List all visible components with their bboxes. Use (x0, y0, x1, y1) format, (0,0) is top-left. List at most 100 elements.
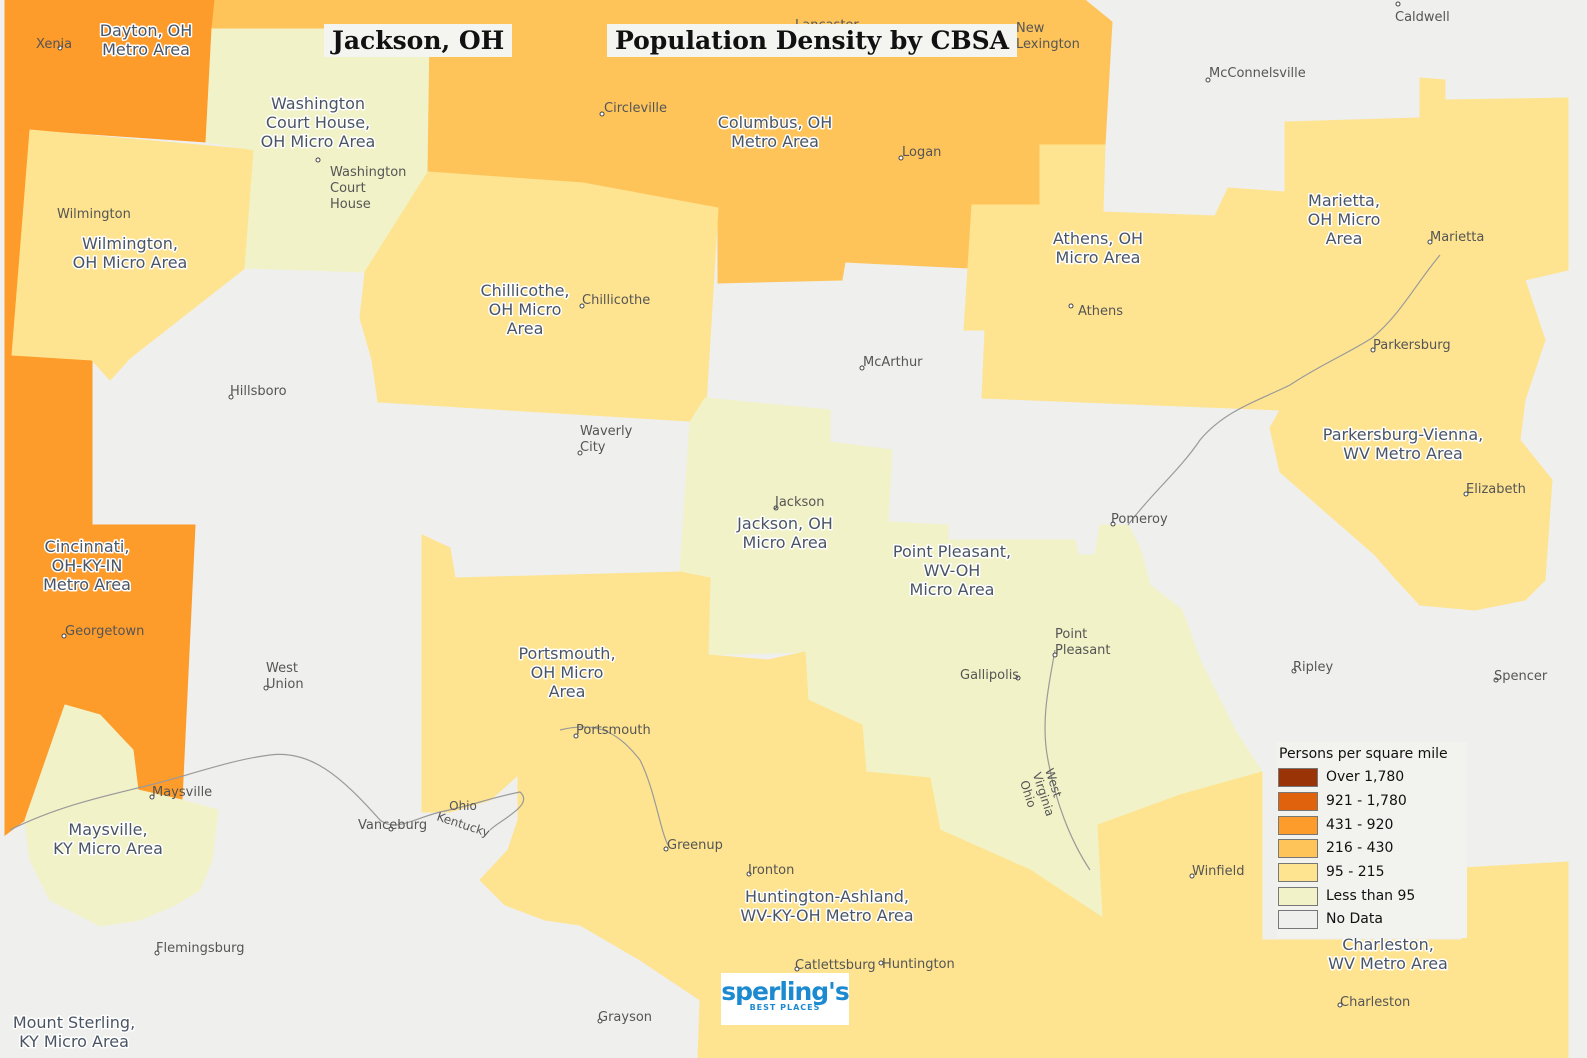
legend-swatch (1278, 886, 1318, 906)
region-label: Dayton, OH Metro Area (100, 21, 193, 59)
city-label: Athens (1078, 304, 1123, 319)
city-marker-icon (663, 846, 669, 852)
legend-item: Less than 95 (1278, 886, 1415, 906)
city-marker-icon (794, 966, 800, 972)
region-label: Huntington-Ashland, WV-KY-OH Metro Area (740, 887, 913, 925)
city-marker-icon (597, 1018, 603, 1024)
city-label: Hillsboro (230, 384, 287, 399)
city-marker-icon (878, 960, 884, 966)
city-label: Vanceburg (358, 818, 427, 833)
city-label: Winfield (1192, 864, 1244, 879)
region-label: Athens, OH Micro Area (1053, 229, 1143, 267)
city-marker-icon (1291, 668, 1297, 674)
legend-label: Less than 95 (1326, 888, 1416, 904)
city-marker-icon (1189, 873, 1195, 879)
city-label: Georgetown (65, 624, 144, 639)
city-label: Chillicothe (582, 293, 650, 308)
region-label: Maysville, KY Micro Area (53, 820, 163, 858)
logo-wordmark: sperling's (721, 977, 849, 1006)
legend-title: Persons per square mile (1279, 746, 1448, 762)
city-marker-icon (773, 505, 779, 511)
city-label: Elizabeth (1466, 482, 1526, 497)
city-marker-icon (154, 950, 160, 956)
city-label: Pomeroy (1111, 512, 1168, 527)
city-label: Waverly City (580, 424, 633, 455)
logo-tagline: BEST PLACES (749, 1003, 821, 1012)
city-marker-icon (1337, 1002, 1343, 1008)
city-marker-icon (1395, 1, 1401, 7)
city-marker-icon (1370, 347, 1376, 353)
region-label: Parkersburg-Vienna, WV Metro Area (1323, 425, 1483, 463)
city-marker-icon (746, 871, 752, 877)
state-label-ohio: Ohio (449, 799, 477, 813)
map-title: Jackson, OH (324, 24, 513, 57)
legend-label: 216 - 430 (1326, 840, 1394, 856)
city-marker-icon (61, 633, 67, 639)
region-label: Chillicothe, OH Micro Area (480, 281, 569, 338)
city-label: Wilmington (57, 207, 131, 222)
city-label: Xenia (36, 37, 72, 52)
city-marker-icon (263, 685, 269, 691)
city-marker-icon (1463, 491, 1469, 497)
city-label: Circleville (604, 101, 667, 116)
city-marker-icon (859, 365, 865, 371)
ohio-river-east (559, 254, 1441, 846)
legend-swatch (1278, 815, 1318, 835)
city-marker-icon (599, 111, 605, 117)
map-subtitle: Population Density by CBSA (607, 24, 1018, 57)
legend-label: 921 - 1,780 (1326, 793, 1407, 809)
city-label: Ripley (1293, 660, 1334, 675)
region-label: Point Pleasant, WV-OH Micro Area (893, 542, 1011, 599)
region-label: Marietta, OH Micro Area (1308, 191, 1381, 248)
legend-item: 216 - 430 (1278, 838, 1393, 858)
city-marker-icon (1427, 239, 1433, 245)
city-label: Catlettsburg (795, 958, 876, 973)
city-marker-icon (898, 155, 904, 161)
city-marker-icon (1110, 521, 1116, 527)
city-label: Grayson (598, 1010, 652, 1025)
region-label: Cincinnati, OH-KY-IN Metro Area (43, 537, 131, 594)
region-chillicothe-micro[interactable] (359, 171, 719, 423)
region-label: Washington Court House, OH Micro Area (261, 94, 376, 151)
region-huntington-ashland-metro[interactable] (479, 651, 1263, 1058)
region-label: Mount Sterling, KY Micro Area (13, 1013, 135, 1051)
region-label: Jackson, OH Micro Area (736, 514, 833, 552)
sperlings-logo: sperling's BEST PLACES (721, 973, 850, 1025)
city-marker-icon (228, 394, 234, 400)
kanawha-river (1044, 649, 1091, 871)
legend-swatch (1278, 862, 1318, 882)
legend-item: No Data (1278, 909, 1383, 929)
city-label: Ironton (748, 863, 794, 878)
city-label: McArthur (863, 355, 923, 370)
city-label: Logan (902, 145, 941, 160)
city-marker-icon (388, 826, 394, 832)
legend-item: 431 - 920 (1278, 815, 1393, 835)
legend: Persons per square mile Over 1,780 921 -… (1277, 742, 1467, 938)
city-label: Spencer (1494, 669, 1548, 684)
city-label: Washington Court House (330, 165, 406, 212)
legend-label: 95 - 215 (1326, 864, 1385, 880)
city-label: McConnelsville (1209, 66, 1306, 81)
legend-label: No Data (1326, 911, 1383, 927)
legend-label: Over 1,780 (1326, 769, 1405, 785)
city-marker-icon (1068, 303, 1074, 309)
region-maysville-micro[interactable] (24, 704, 219, 927)
legend-label: 431 - 920 (1326, 817, 1394, 833)
city-marker-icon (579, 303, 585, 309)
region-columbus-metro[interactable] (211, 0, 1113, 284)
city-label: Charleston (1340, 995, 1410, 1010)
city-marker-icon (577, 450, 583, 456)
city-label: West Union (266, 661, 304, 692)
city-label: Maysville (152, 785, 212, 800)
city-marker-icon (573, 733, 579, 739)
city-marker-icon (315, 157, 321, 163)
region-parkersburg-vienna-metro[interactable] (1269, 251, 1553, 611)
city-label: Greenup (667, 838, 723, 853)
city-marker-icon (1493, 677, 1499, 683)
legend-item: 921 - 1,780 (1278, 791, 1407, 811)
legend-swatch (1278, 838, 1318, 858)
city-label: Huntington (882, 957, 955, 972)
city-marker-icon (1015, 675, 1021, 681)
